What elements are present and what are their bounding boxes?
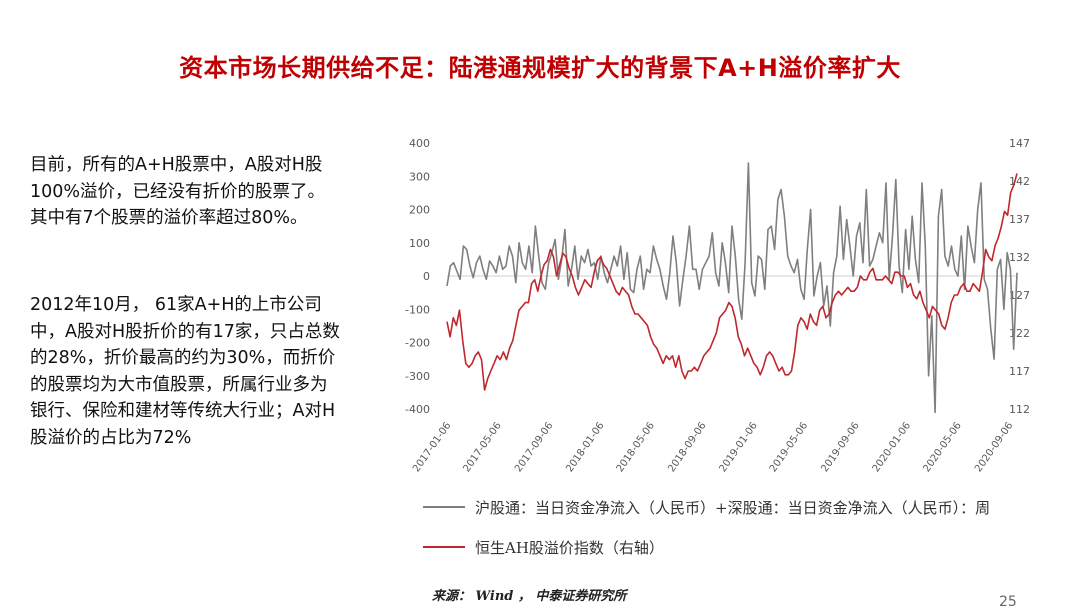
x-tick-label: 2020-09-06	[973, 420, 1015, 474]
page-number: 25	[999, 594, 1017, 610]
left-y-tick-label: -200	[405, 337, 430, 350]
body-paragraph-2: 2012年10月， 61家A+H的上市公司中，A股对H股折价的有17家，只占总数…	[30, 295, 340, 448]
left-y-tick-label: -400	[405, 403, 430, 416]
right-y-tick-label: 117	[1009, 365, 1030, 378]
left-y-tick-label: 100	[409, 237, 430, 250]
x-tick-label: 2020-01-06	[871, 420, 913, 474]
dual-axis-line-chart: 400 300 200 100 0 -100 -200 -300 -400 147 142 137 1…	[405, 137, 1030, 474]
legend-swatch-red	[423, 546, 465, 548]
x-tick-label: 2018-09-06	[666, 420, 708, 474]
left-y-tick-label: 400	[409, 137, 430, 150]
legend-item-flow: 沪股通：当日资金净流入（人民币）+深股通：当日资金净流入（人民币）：周	[423, 497, 1033, 519]
legend-label-ah-index: 恒生AH股溢价指数（右轴）	[475, 539, 664, 557]
right-y-tick-label: 142	[1009, 175, 1030, 188]
right-y-tick-label: 112	[1009, 403, 1030, 416]
x-tick-label: 2018-01-06	[564, 420, 606, 474]
series-line-net-inflow	[446, 162, 1018, 414]
legend-label-flow: 沪股通：当日资金净流入（人民币）+深股通：当日资金净流入（人民币）：周	[475, 499, 991, 517]
left-y-tick-label: -300	[405, 370, 430, 383]
x-tick-label: 2019-05-06	[768, 420, 810, 474]
x-tick-label: 2017-05-06	[461, 420, 503, 474]
body-paragraph-1: 目前，所有的A+H股票中，A股对H股100%溢价，已经没有折价的股票了。其中有7…	[30, 155, 326, 228]
x-tick-label: 2019-09-06	[820, 420, 862, 474]
x-tick-label: 2018-05-06	[615, 420, 657, 474]
left-y-tick-label: 300	[409, 170, 430, 183]
slide-title: 资本市场长期供给不足：陆港通规模扩大的背景下A+H溢价率扩大	[179, 54, 901, 82]
x-tick-label: 2017-01-06	[411, 420, 453, 474]
left-y-tick-label: 0	[423, 270, 430, 283]
right-y-tick-label: 132	[1009, 251, 1030, 264]
x-tick-label: 2019-01-06	[718, 420, 760, 474]
left-y-axis-ticks: 400 300 200 100 0 -100 -200 -300 -400	[405, 137, 430, 416]
legend-swatch-gray	[423, 506, 465, 508]
right-y-tick-label: 147	[1009, 137, 1030, 150]
x-axis-ticks: 2017-01-06 2017-05-06 2017-09-06 2018-01-06…	[411, 420, 1015, 474]
left-y-tick-label: -100	[405, 303, 430, 316]
right-y-tick-label: 127	[1009, 289, 1030, 302]
x-tick-label: 2020-05-06	[922, 420, 964, 474]
x-tick-label: 2017-09-06	[513, 420, 555, 474]
source-note: 来源： Wind ， 中泰证券研究所	[432, 589, 627, 604]
series-line-ah-premium-index	[446, 173, 1018, 391]
right-y-tick-label: 137	[1009, 213, 1030, 226]
left-y-tick-label: 200	[409, 204, 430, 217]
series-layer	[446, 162, 1018, 414]
legend-item-ah-index: 恒生AH股溢价指数（右轴）	[423, 537, 1033, 559]
